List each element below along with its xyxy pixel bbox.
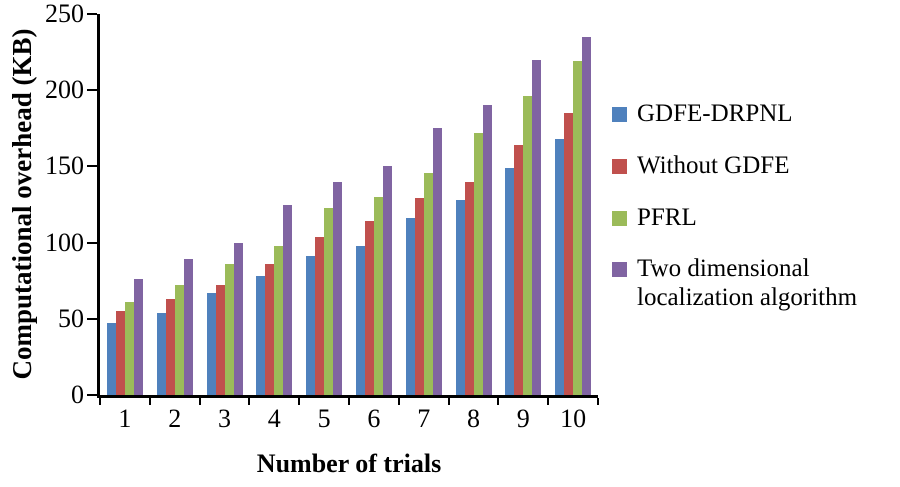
plot-area: 0 50 100 150 200 250 1 2 3 4 5 6 7 8 9 10 [45,0,599,433]
bar [106,323,116,395]
y-tick-mark [87,89,97,92]
bar [473,132,483,395]
x-tick-mark [348,398,350,405]
bar [283,204,293,395]
x-tick-mark [198,398,201,405]
bar [265,263,275,395]
bar [233,242,243,395]
bar [115,311,125,395]
bar [206,292,216,395]
x-tick-mark [497,398,500,405]
x-tick-mark [298,398,301,405]
x-tick-mark [547,398,550,405]
bar [333,181,343,395]
y-tick-mark [87,165,97,168]
y-tick-mark [87,13,97,15]
legend-label: GDFE-DRPNL [637,100,793,127]
y-tick-mark [87,394,97,396]
bar [364,221,374,395]
legend-item: GDFE-DRPNL [612,100,900,129]
bar [555,138,565,395]
bar [355,245,365,395]
x-tick-label: 2 [168,404,182,433]
bar [224,263,234,395]
x-tick-label: 9 [516,404,530,433]
x-tick-mark [447,398,450,405]
legend-item: Without GDFE [612,152,900,181]
bar [423,172,433,395]
bar [455,199,465,395]
y-tick-label: 50 [58,303,84,333]
legend-swatch [612,210,627,226]
bar [183,259,193,395]
bar [573,61,583,395]
bar [414,198,424,395]
x-tick-mark [248,398,251,405]
x-tick-mark [99,398,101,405]
bar [505,167,515,395]
bar [274,245,284,395]
x-tick-label: 3 [217,404,231,433]
y-tick-mark [87,241,97,244]
bar [133,279,143,395]
bar [315,236,325,395]
x-tick-label: 4 [267,404,281,433]
y-tick-label: 100 [45,227,84,257]
legend: GDFE-DRPNL Without GDFE PFRL Two dimensiona… [612,100,900,313]
bar [532,59,542,395]
legend-swatch [612,107,627,122]
legend-swatch [612,158,627,174]
bar [382,166,392,395]
legend-item: PFRL [612,204,900,233]
legend-label: Without GDFE [637,151,790,179]
x-tick-label: 5 [317,404,331,433]
bar [306,256,316,395]
legend-label: Two dimensional localization algorithm [637,255,858,311]
x-tick-label: 1 [118,404,132,433]
y-tick-label: 200 [45,75,84,105]
y-tick-label: 0 [71,380,84,409]
bar [405,218,415,395]
y-tick-label: 250 [45,0,84,28]
bar [514,145,524,395]
x-tick-mark [148,398,151,405]
x-tick-label: 6 [367,404,381,433]
x-tick-mark [597,398,599,405]
bar [215,285,225,395]
bar [165,299,175,395]
bar [373,196,383,395]
x-tick-label: 7 [417,404,431,433]
y-tick-label: 150 [45,151,84,181]
legend-label: PFRL [637,203,697,231]
bar [482,105,492,395]
x-tick-label: 10 [560,404,587,433]
bar [256,276,266,395]
bar [324,207,334,395]
bar [124,302,134,395]
bar [464,181,474,395]
legend-item: Two dimensional localization algorithm [612,255,900,313]
bar [564,113,574,395]
y-axis-title: Computational overhead (KB) [7,28,37,380]
x-axis-title: Number of trials [256,449,442,478]
bar [523,96,533,395]
bar [432,128,442,395]
bar [156,312,166,395]
bar [582,36,592,395]
bar [174,285,184,395]
x-tick-mark [397,398,400,405]
legend-swatch [612,262,627,278]
y-tick-mark [87,317,97,320]
x-tick-label: 8 [466,404,480,433]
